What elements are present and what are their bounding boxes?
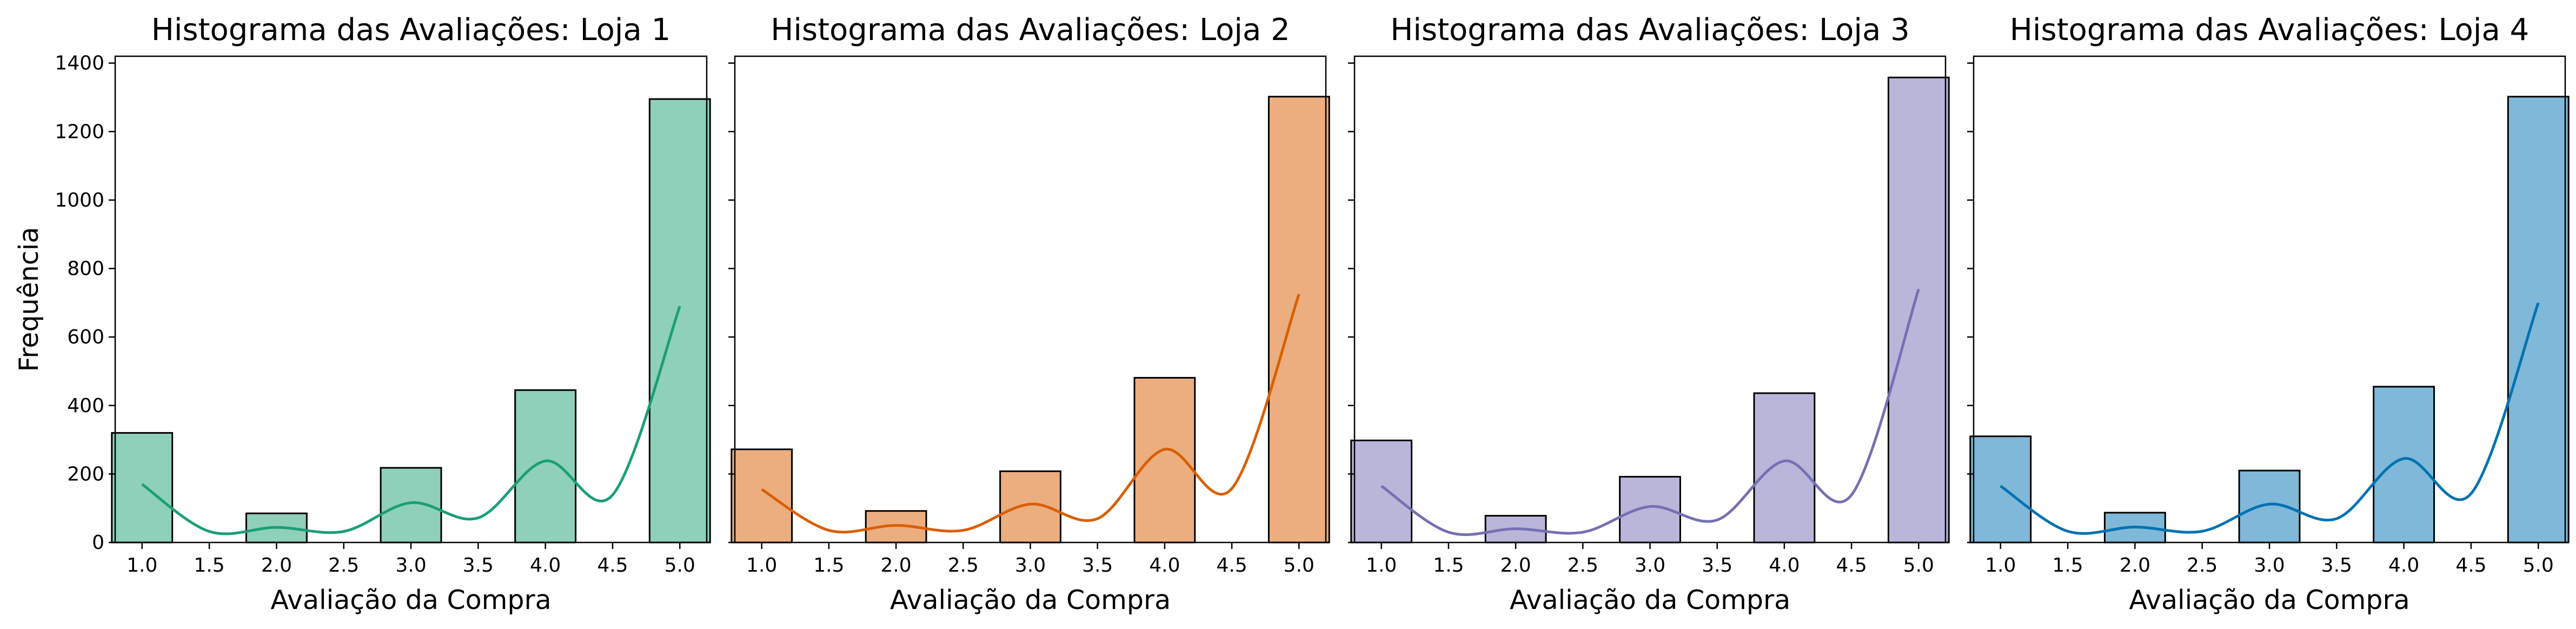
x-tick-label: 5.0: [1903, 554, 1934, 577]
x-tick-label: 2.5: [328, 554, 359, 577]
y-tick-label: 600: [67, 326, 104, 348]
x-tick-label: 1.5: [194, 554, 224, 577]
histogram-bar: [2373, 386, 2435, 544]
x-tick-label: 5.0: [665, 554, 695, 577]
chart-panel-3: 1.0 1.5 2.0 2.5 3.0 3.5 4.0 4.5 5.0 Histograma da…: [1348, 12, 1950, 615]
histogram-bar: [514, 389, 577, 544]
histogram-bar: [111, 432, 174, 544]
x-tick-label: 2.5: [2187, 554, 2218, 577]
x-axis-label: Avaliação da Compra: [1510, 585, 1790, 615]
x-tick-label: 3.5: [2321, 554, 2352, 577]
axes-frame: [1353, 55, 1947, 544]
axes-frame: [1973, 55, 2566, 544]
x-tick-label: 1.5: [2052, 554, 2083, 577]
x-tick-label: 4.0: [1149, 554, 1180, 577]
x-tick-label: 1.0: [746, 554, 777, 577]
chart-title: Histograma das Avaliações: Loja 4: [2010, 12, 2529, 48]
x-tick-label: 3.0: [1015, 554, 1046, 577]
chart-title: Histograma das Avaliações: Loja 1: [151, 12, 671, 48]
chart-panel-2: 1.0 1.5 2.0 2.5 3.0 3.5 4.0 4.5 5.0 Histograma da…: [728, 12, 1330, 615]
y-tick-label: 400: [67, 395, 104, 417]
y-tick-label: 1000: [55, 189, 104, 211]
x-axis-label: Avaliação da Compra: [890, 585, 1171, 615]
x-tick-label: 2.0: [2120, 554, 2150, 577]
kde-curve: [1380, 288, 1920, 537]
x-tick-label: 4.5: [2455, 554, 2486, 577]
x-tick-label: 2.0: [880, 554, 911, 577]
chart-panel-4: 1.0 1.5 2.0 2.5 3.0 3.5 4.0 4.5 5.0 Histograma da…: [1967, 12, 2570, 615]
y-tick-label: 0: [92, 532, 104, 554]
x-tick-label: 5.0: [1284, 554, 1314, 577]
x-tick-label: 2.5: [1568, 554, 1598, 577]
x-tick-label: 3.5: [1082, 554, 1113, 577]
x-tick-label: 1.5: [813, 554, 844, 577]
x-tick-label: 4.5: [1216, 554, 1247, 577]
x-tick-label: 3.5: [463, 554, 494, 577]
histogram-bar: [2507, 96, 2570, 544]
x-tick-label: 3.0: [395, 554, 426, 577]
x-tick-label: 4.0: [1769, 554, 1800, 577]
histogram-bar: [380, 467, 442, 544]
x-tick-label: 1.5: [1433, 554, 1464, 577]
x-tick-label: 4.0: [530, 554, 561, 577]
x-tick-label: 2.0: [261, 554, 292, 577]
x-axis-label: Avaliação da Compra: [270, 585, 551, 615]
x-tick-label: 1.0: [1985, 554, 2016, 577]
chart-panel-1: 1.0 1.5 2.0 2.5 3.0 3.5 4.0 4.5 5.0 0 200 400 600 800…: [14, 12, 711, 615]
y-tick-label: 200: [67, 463, 104, 485]
histogram-bar: [1350, 439, 1413, 544]
x-tick-label: 2.5: [948, 554, 979, 577]
y-tick-label: 1200: [55, 121, 104, 143]
x-axis-label: Avaliação da Compra: [2129, 585, 2409, 615]
histogram-bar: [1753, 392, 1816, 544]
x-tick-label: 4.5: [1836, 554, 1867, 577]
chart-title: Histograma das Avaliações: Loja 3: [1390, 12, 1910, 48]
histogram-bar: [1887, 76, 1950, 544]
histogram-bar: [999, 470, 1061, 544]
x-tick-label: 4.5: [597, 554, 628, 577]
x-tick-label: 3.0: [2254, 554, 2285, 577]
histogram-bar: [648, 98, 711, 544]
kde-curve: [141, 306, 681, 535]
x-tick-label: 2.0: [1500, 554, 1531, 577]
x-tick-label: 1.0: [1366, 554, 1397, 577]
x-tick-label: 1.0: [127, 554, 157, 577]
y-tick-label: 1400: [55, 52, 104, 75]
histogram-bar: [1969, 435, 2032, 544]
histogram-bar: [2238, 469, 2301, 544]
chart-title: Histograma das Avaliações: Loja 2: [771, 12, 1290, 48]
y-tick-label: 800: [67, 258, 104, 280]
histogram-bar: [731, 448, 793, 544]
x-tick-label: 3.0: [1635, 554, 1665, 577]
axes-frame: [734, 55, 1327, 544]
histogram-bar: [1267, 96, 1330, 544]
x-tick-label: 3.5: [1702, 554, 1732, 577]
kde-curve: [2000, 302, 2540, 535]
y-axis-label: Frequência: [14, 227, 44, 372]
x-tick-label: 4.0: [2388, 554, 2419, 577]
x-tick-label: 5.0: [2523, 554, 2554, 577]
kde-curve: [761, 294, 1300, 534]
